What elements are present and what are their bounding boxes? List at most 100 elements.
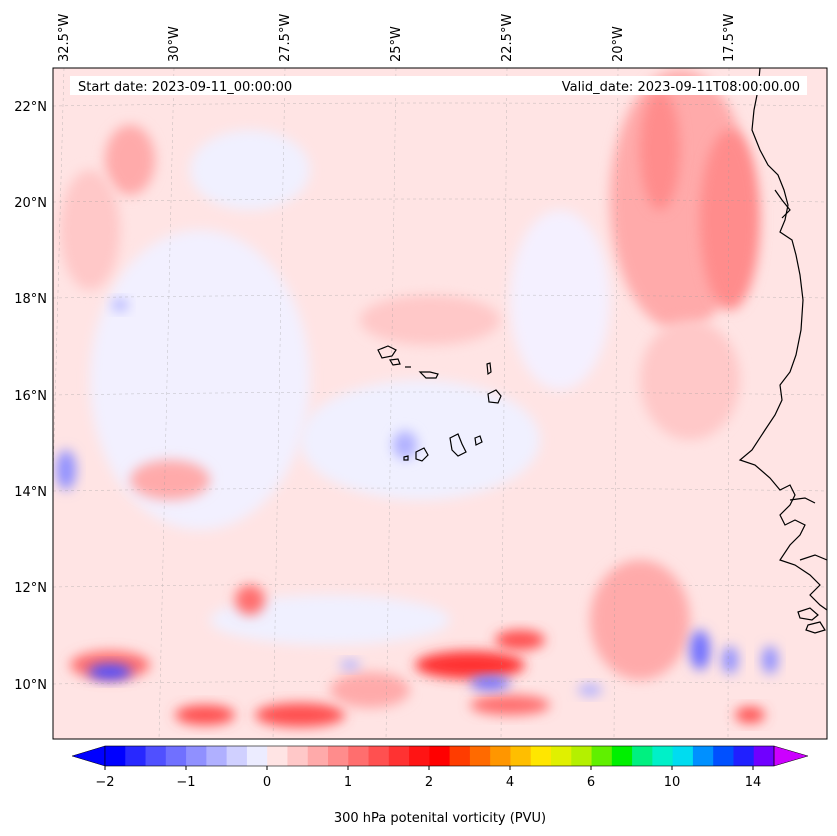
colorbar-tick-label: 0 <box>263 775 271 790</box>
longitude-label: 17.5°W <box>722 14 737 62</box>
latitude-label: 16°N <box>14 389 47 404</box>
gridline <box>53 198 827 203</box>
longitude-label: 27.5°W <box>278 14 293 62</box>
gridline <box>53 102 827 107</box>
high-pv-region <box>735 707 765 723</box>
high-pv-region <box>590 560 690 680</box>
island-sal <box>486 362 492 376</box>
colorbar-segment <box>388 746 410 766</box>
coast-detail <box>789 497 816 504</box>
negative-pv-spot <box>112 299 128 311</box>
gridline <box>727 68 730 739</box>
colorbar-tick-label: 2 <box>425 775 433 790</box>
island-santo-antao <box>377 345 397 359</box>
high-pv-region <box>640 90 680 210</box>
pv-field-features <box>56 70 778 727</box>
colorbar-frame <box>104 745 775 767</box>
colorbar-low-extend <box>71 745 106 767</box>
africa-coastline <box>738 68 827 611</box>
colorbar-segments <box>105 746 775 766</box>
colorbar-segment <box>611 746 633 766</box>
high-pv-region <box>415 651 525 679</box>
latitude-labels: 22°N 20°N 18°N 16°N 14°N 12°N 10°N <box>14 100 47 693</box>
colorbar-segment <box>530 746 552 766</box>
colorbar-segment <box>105 746 126 766</box>
longitude-label: 22.5°W <box>500 14 515 62</box>
map-area[interactable]: Start date: 2023-09-11_00:00:00 Valid_da… <box>46 68 827 739</box>
colorbar-segment <box>753 746 775 766</box>
colorbar-segment <box>652 746 674 766</box>
colorbar-segment <box>287 746 309 766</box>
longitude-label: 25°W <box>389 26 404 62</box>
high-pv-region <box>235 585 265 615</box>
colorbar-tick-label: −2 <box>95 775 114 790</box>
gridline <box>53 487 827 492</box>
negative-pv-spot <box>340 660 360 670</box>
latitude-label: 14°N <box>14 485 47 500</box>
colorbar-segment <box>348 746 370 766</box>
colorbar-segment <box>226 746 248 766</box>
colorbar-segment <box>490 746 511 766</box>
colorbar-segment <box>125 746 147 766</box>
gridline <box>385 68 397 739</box>
colorbar-segment <box>713 746 734 766</box>
colorbar-segment <box>429 746 451 766</box>
graticule <box>53 68 827 739</box>
high-pv-region <box>105 125 155 195</box>
island-sao-vicente <box>389 358 401 366</box>
gridline <box>53 583 827 588</box>
colorbar-high-extend <box>773 745 809 767</box>
negative-pv-spot <box>88 664 132 680</box>
negative-pv-spot <box>56 450 76 490</box>
negative-pv-spot <box>393 431 417 459</box>
gridline <box>53 680 827 685</box>
high-pv-region <box>700 130 760 310</box>
latitude-label: 10°N <box>14 678 47 693</box>
negative-pv-spot <box>470 676 510 690</box>
colorbar-segment <box>632 746 653 766</box>
island-santiago <box>449 433 467 457</box>
colorbar-segment <box>692 746 714 766</box>
colorbar-segment <box>733 746 755 766</box>
negative-pv-spot <box>578 684 602 696</box>
start-date-label: Start date: 2023-09-11_00:00:00 <box>78 80 292 95</box>
colorbar-segment <box>186 746 207 766</box>
colorbar-tick-label: 4 <box>506 775 514 790</box>
colorbar-tick-label: 10 <box>664 775 681 790</box>
high-pv-region <box>130 460 210 500</box>
latitude-label: 22°N <box>14 100 47 115</box>
colorbar-segment <box>145 746 167 766</box>
high-pv-region <box>640 320 740 440</box>
high-pv-region <box>255 703 345 727</box>
negative-pv-spot <box>762 646 778 674</box>
coast-detail <box>774 189 791 219</box>
colorbar-ticks: −2 −1 0 1 2 4 6 10 14 <box>95 766 761 790</box>
gridline <box>158 68 175 739</box>
longitude-labels: 32.5°W 30°W 27.5°W 25°W 22.5°W 20°W 17.5°W <box>57 14 737 62</box>
high-pv-region <box>360 295 500 345</box>
high-pv-region <box>330 672 410 708</box>
low-pv-region <box>190 130 310 210</box>
latitude-label: 20°N <box>14 196 47 211</box>
latitude-label: 18°N <box>14 292 47 307</box>
low-pv-region <box>210 595 450 645</box>
longitude-label: 20°W <box>611 26 626 62</box>
colorbar-segment <box>267 746 288 766</box>
colorbar-segment <box>551 746 572 766</box>
negative-pv-spot <box>722 646 738 674</box>
colorbar-segment <box>510 746 532 766</box>
colorbar-segment <box>246 746 268 766</box>
colorbar-segment <box>469 746 491 766</box>
colorbar-segment <box>571 746 593 766</box>
island-sao-nicolau <box>418 371 439 379</box>
high-pv-region <box>60 170 120 290</box>
colorbar-segment <box>368 746 390 766</box>
colorbar-tick-label: 14 <box>745 775 762 790</box>
low-pv-region <box>300 380 540 500</box>
gridline <box>613 68 619 739</box>
island-boa-vista <box>487 389 502 404</box>
high-pv-region <box>470 695 550 715</box>
colorbar-segment <box>307 746 329 766</box>
header-box <box>70 76 807 95</box>
